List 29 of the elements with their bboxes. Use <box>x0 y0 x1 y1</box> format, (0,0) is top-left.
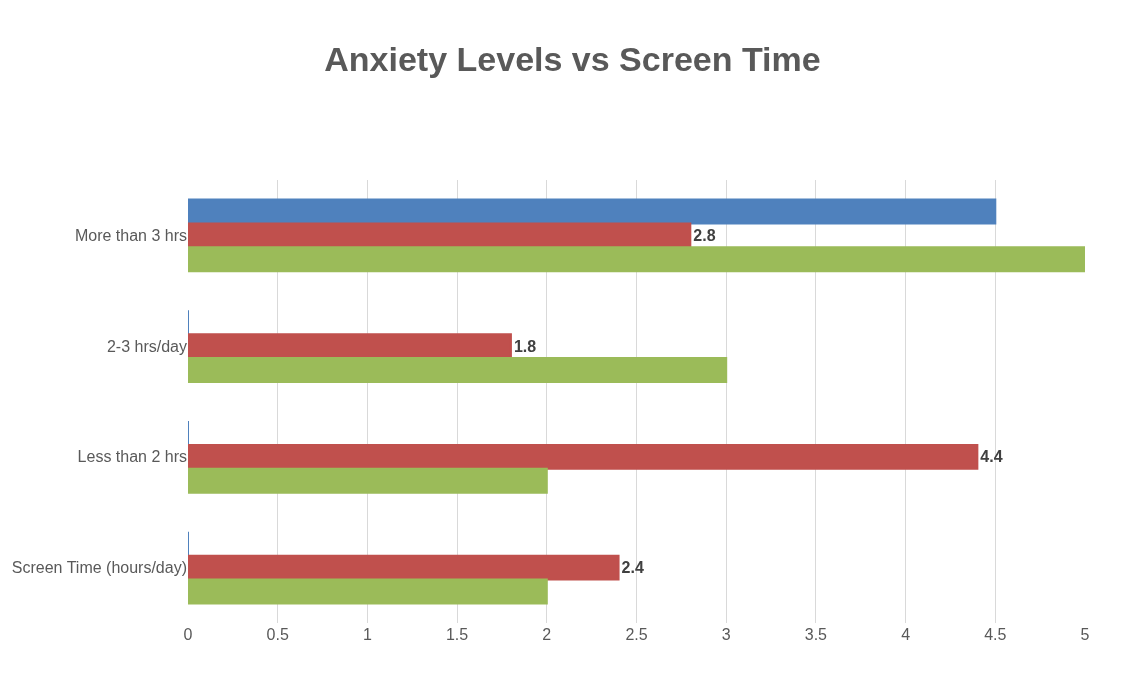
x-tick-label: 5 <box>1080 626 1090 643</box>
bar <box>188 554 620 581</box>
y-tick-label: Less than 2 hrs <box>77 448 187 466</box>
x-tick-label: 1 <box>362 626 372 643</box>
y-tick-label: 2-3 hrs/day <box>106 337 187 355</box>
bar <box>188 198 997 225</box>
x-tick-label: 4.5 <box>984 626 1007 643</box>
x-tick-label: 3 <box>721 626 731 643</box>
data-label: 1.8 <box>513 337 537 355</box>
bar <box>188 333 512 360</box>
bar <box>188 246 1085 273</box>
x-tick-label: 0.5 <box>266 626 289 643</box>
chart-title: Anxiety Levels vs Screen Time <box>324 39 821 78</box>
data-label: 2.4 <box>621 559 644 577</box>
bar <box>188 222 692 249</box>
x-tick-label: 2 <box>542 626 552 643</box>
bar <box>188 467 548 494</box>
bar <box>188 443 979 470</box>
y-tick-label: Screen Time (hours/day) <box>11 559 187 577</box>
y-tick-label: More than 3 hrs <box>74 226 187 244</box>
x-tick-label: 0 <box>183 626 193 643</box>
data-label: 4.4 <box>980 448 1003 466</box>
data-label: 2.8 <box>693 226 716 244</box>
bar <box>188 578 548 605</box>
x-tick-label: 3.5 <box>804 626 828 643</box>
x-tick-label: 2.5 <box>625 626 648 643</box>
x-tick-label: 4 <box>901 626 911 643</box>
x-tick-label: 1.5 <box>445 626 469 643</box>
bar <box>188 357 728 384</box>
